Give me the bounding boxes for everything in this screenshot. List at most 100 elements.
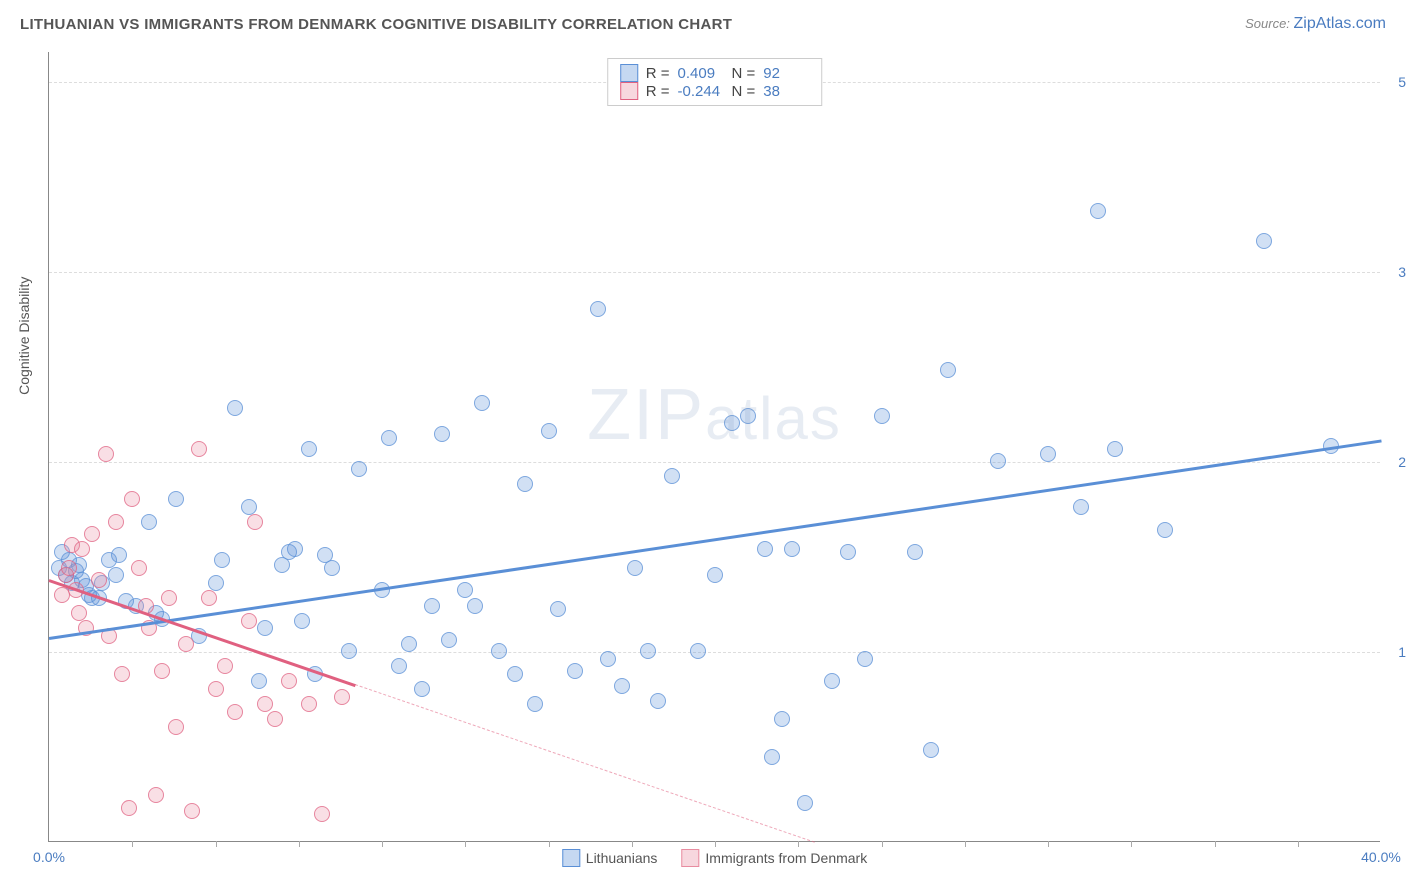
data-point: [241, 613, 257, 629]
data-point: [217, 658, 233, 674]
data-point: [98, 446, 114, 462]
x-tick: [132, 841, 133, 847]
x-tick-label: 40.0%: [1361, 849, 1401, 865]
data-point: [614, 678, 630, 694]
data-point: [141, 514, 157, 530]
legend-swatch: [562, 849, 580, 867]
data-point: [351, 461, 367, 477]
data-point: [434, 426, 450, 442]
data-point: [251, 673, 267, 689]
x-tick: [1048, 841, 1049, 847]
data-point: [227, 704, 243, 720]
data-point: [227, 400, 243, 416]
y-tick-label: 50.0%: [1398, 74, 1406, 90]
data-point: [154, 663, 170, 679]
legend-row: R =0.409N =92: [620, 64, 810, 82]
data-point: [84, 526, 100, 542]
gridline: [49, 272, 1380, 273]
data-point: [590, 301, 606, 317]
correlation-legend: R =0.409N =92R =-0.244N =38: [607, 58, 823, 106]
x-tick: [798, 841, 799, 847]
y-axis-label: Cognitive Disability: [16, 277, 32, 395]
data-point: [381, 430, 397, 446]
x-tick: [715, 841, 716, 847]
x-tick: [549, 841, 550, 847]
data-point: [1040, 446, 1056, 462]
data-point: [491, 643, 507, 659]
trend-line-extrapolated: [355, 684, 815, 843]
legend-swatch: [620, 64, 638, 82]
gridline: [49, 652, 1380, 653]
data-point: [923, 742, 939, 758]
data-point: [111, 547, 127, 563]
data-point: [840, 544, 856, 560]
source-link[interactable]: ZipAtlas.com: [1294, 15, 1386, 32]
n-value: 92: [763, 65, 809, 82]
legend-label: Immigrants from Denmark: [705, 850, 867, 866]
data-point: [690, 643, 706, 659]
data-point: [287, 541, 303, 557]
chart-title: LITHUANIAN VS IMMIGRANTS FROM DENMARK CO…: [20, 16, 732, 33]
data-point: [121, 800, 137, 816]
data-point: [740, 408, 756, 424]
data-point: [108, 567, 124, 583]
data-point: [391, 658, 407, 674]
legend-swatch: [620, 82, 638, 100]
data-point: [707, 567, 723, 583]
data-point: [257, 620, 273, 636]
source-attribution: Source: ZipAtlas.com: [1245, 15, 1386, 33]
data-point: [208, 681, 224, 697]
data-point: [874, 408, 890, 424]
data-point: [857, 651, 873, 667]
data-point: [797, 795, 813, 811]
data-point: [314, 806, 330, 822]
data-point: [1107, 441, 1123, 457]
data-point: [784, 541, 800, 557]
y-tick-label: 12.5%: [1398, 644, 1406, 660]
data-point: [334, 689, 350, 705]
data-point: [550, 601, 566, 617]
data-point: [114, 666, 130, 682]
data-point: [650, 693, 666, 709]
legend-label: Lithuanians: [586, 850, 658, 866]
series-legend: Lithuanians Immigrants from Denmark: [562, 849, 867, 867]
data-point: [441, 632, 457, 648]
x-tick: [216, 841, 217, 847]
x-tick: [299, 841, 300, 847]
n-value: 38: [763, 83, 809, 100]
data-point: [294, 613, 310, 629]
x-tick: [1298, 841, 1299, 847]
data-point: [124, 491, 140, 507]
data-point: [424, 598, 440, 614]
legend-row: R =-0.244N =38: [620, 82, 810, 100]
data-point: [168, 719, 184, 735]
x-tick: [965, 841, 966, 847]
data-point: [541, 423, 557, 439]
data-point: [457, 582, 473, 598]
data-point: [201, 590, 217, 606]
scatter-chart: ZIPatlas R =0.409N =92R =-0.244N =38 Lit…: [48, 52, 1380, 842]
data-point: [1157, 522, 1173, 538]
data-point: [214, 552, 230, 568]
data-point: [281, 673, 297, 689]
data-point: [414, 681, 430, 697]
data-point: [74, 541, 90, 557]
x-tick-label: 0.0%: [33, 849, 65, 865]
data-point: [301, 696, 317, 712]
data-point: [108, 514, 124, 530]
data-point: [907, 544, 923, 560]
data-point: [467, 598, 483, 614]
r-value: 0.409: [678, 65, 724, 82]
watermark: ZIPatlas: [587, 374, 842, 456]
r-label: R =: [646, 83, 670, 100]
legend-swatch: [681, 849, 699, 867]
data-point: [757, 541, 773, 557]
data-point: [257, 696, 273, 712]
data-point: [161, 590, 177, 606]
legend-item: Immigrants from Denmark: [681, 849, 867, 867]
data-point: [774, 711, 790, 727]
data-point: [324, 560, 340, 576]
data-point: [1090, 203, 1106, 219]
y-tick-label: 25.0%: [1398, 454, 1406, 470]
data-point: [91, 572, 107, 588]
